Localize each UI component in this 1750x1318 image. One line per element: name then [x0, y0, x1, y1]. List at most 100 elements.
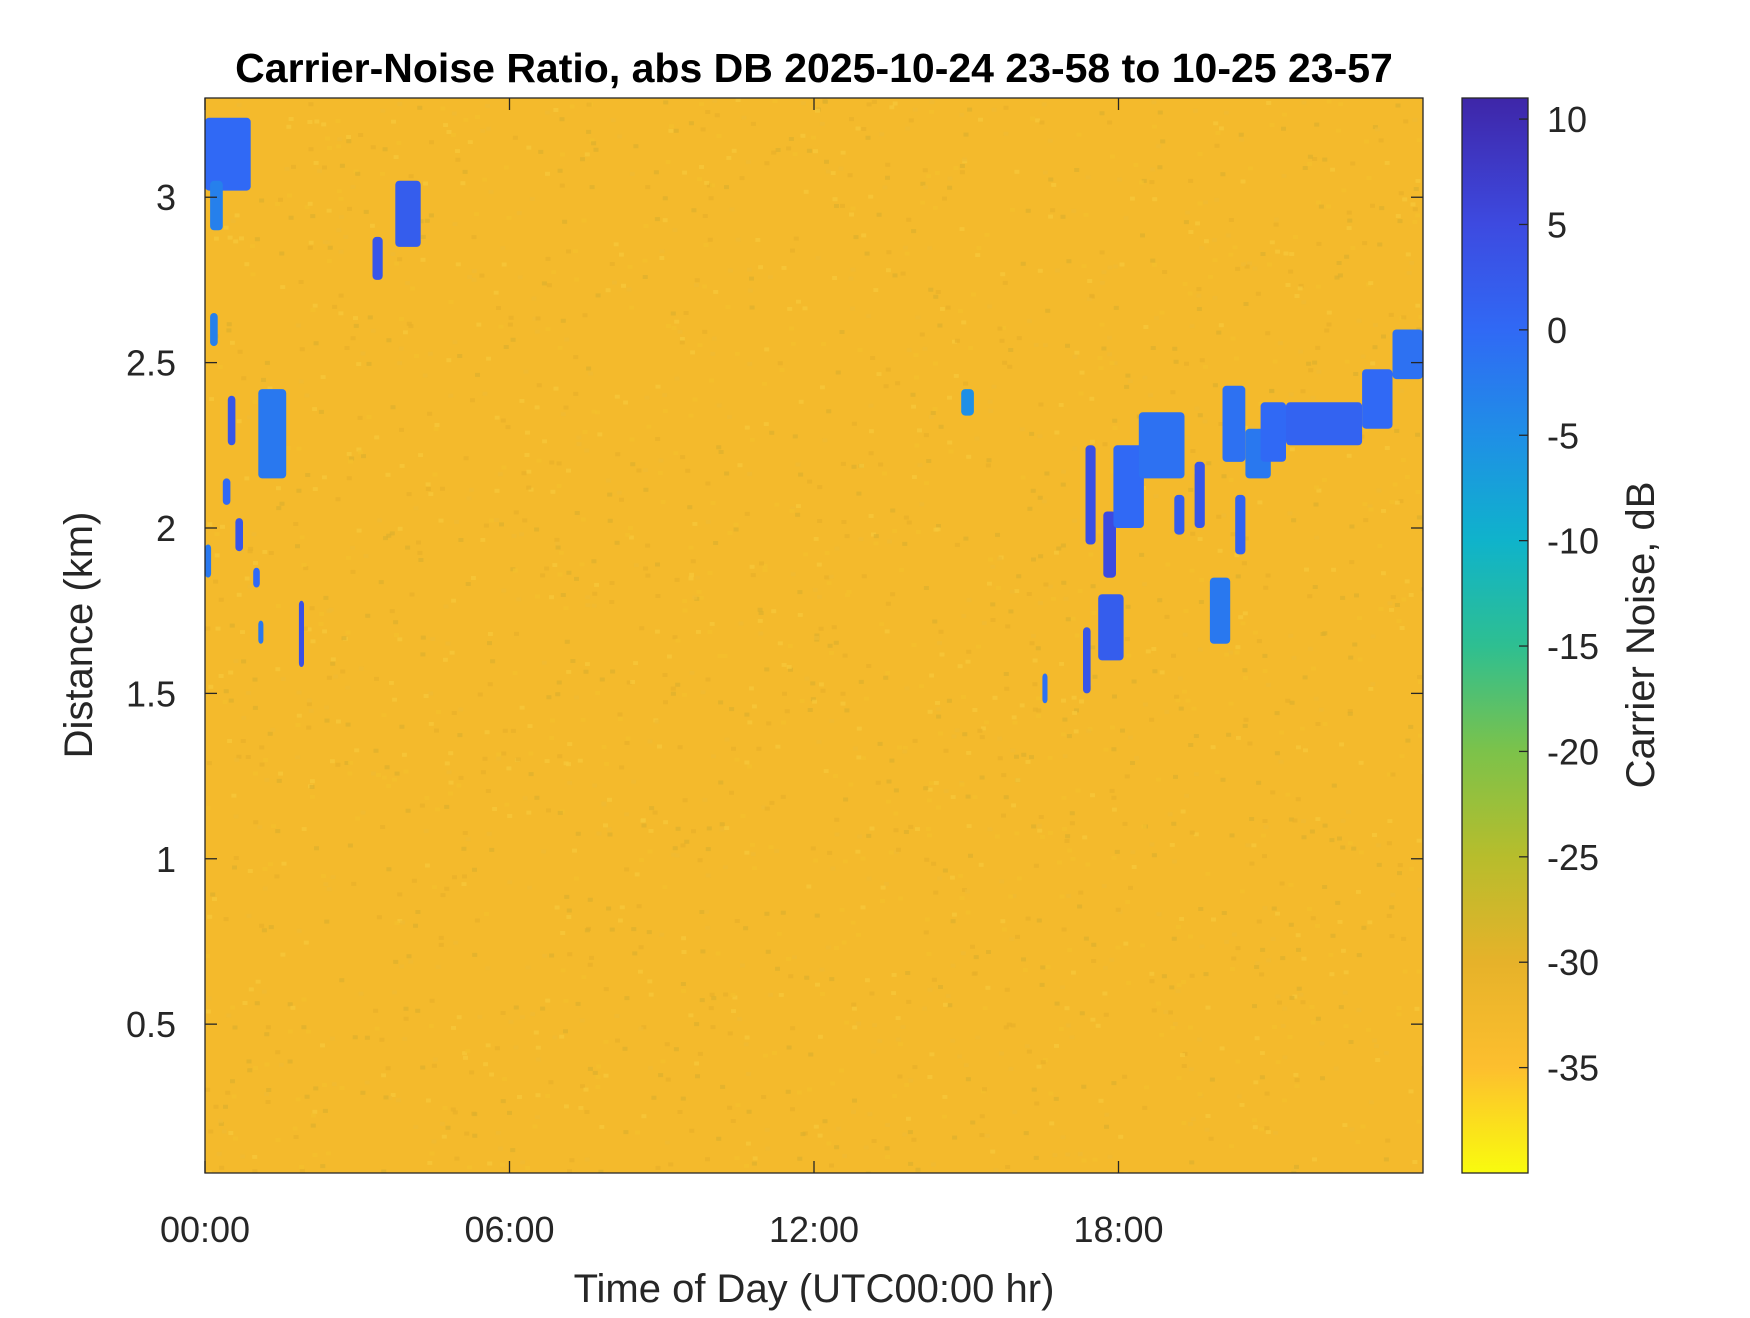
noise-speck [1143, 325, 1149, 329]
noise-speck [987, 399, 993, 404]
noise-speck [1065, 834, 1071, 839]
noise-speck [535, 1057, 541, 1062]
noise-speck [1220, 777, 1226, 782]
noise-speck [514, 631, 519, 636]
noise-speck [363, 209, 369, 214]
noise-speck [549, 595, 554, 600]
noise-speck [1295, 745, 1301, 750]
noise-speck [433, 427, 439, 431]
noise-speck [911, 475, 917, 480]
noise-speck [394, 632, 399, 637]
noise-speck [929, 1052, 935, 1057]
noise-speck [1183, 220, 1189, 225]
noise-speck [606, 906, 612, 911]
noise-speck [1377, 544, 1383, 548]
noise-speck [1242, 723, 1248, 728]
noise-speck [1288, 392, 1294, 397]
noise-speck [1249, 861, 1255, 866]
noise-speck [839, 330, 845, 334]
noise-speck [776, 931, 782, 936]
noise-speck [905, 126, 911, 131]
noise-speck [428, 721, 434, 726]
noise-speck [560, 412, 566, 417]
noise-speck [1033, 1155, 1039, 1160]
noise-speck [718, 450, 724, 454]
noise-speck [430, 637, 436, 642]
noise-speck [461, 882, 467, 887]
colorbar-tick-label: 5 [1547, 204, 1567, 245]
noise-speck [790, 248, 795, 253]
noise-speck [790, 1107, 795, 1112]
noise-speck [1318, 204, 1324, 209]
noise-speck [951, 912, 957, 917]
noise-speck [1314, 122, 1320, 127]
noise-speck [584, 1157, 590, 1162]
noise-speck [621, 283, 626, 288]
noise-speck [986, 581, 992, 586]
noise-speck [312, 407, 318, 412]
noise-speck [1082, 835, 1088, 840]
noise-speck [573, 391, 579, 396]
noise-speck [1354, 593, 1359, 598]
noise-speck [756, 746, 762, 751]
noise-speck [1415, 489, 1421, 494]
noise-speck [945, 994, 951, 999]
noise-speck [569, 1158, 575, 1163]
noise-speck [1036, 714, 1042, 719]
noise-speck [705, 677, 711, 682]
noise-speck [1020, 475, 1026, 480]
noise-speck [438, 935, 444, 940]
noise-speck [1142, 1105, 1148, 1110]
noise-speck [225, 1090, 231, 1095]
noise-speck [506, 766, 512, 771]
noise-speck [813, 858, 819, 863]
noise-speck [815, 256, 821, 260]
noise-speck [370, 328, 376, 333]
noise-speck [1156, 144, 1162, 149]
noise-speck [886, 779, 892, 784]
noise-speck [361, 454, 366, 459]
noise-speck [292, 1126, 298, 1131]
noise-speck [1193, 772, 1199, 777]
noise-speck [1003, 672, 1009, 676]
noise-speck [223, 689, 229, 694]
noise-speck [1020, 261, 1026, 266]
noise-speck [1168, 1010, 1173, 1015]
noise-speck [1102, 965, 1108, 970]
noise-speck [1270, 937, 1276, 941]
noise-speck [1073, 729, 1079, 734]
noise-speck [500, 1011, 506, 1015]
noise-speck [263, 757, 269, 762]
noise-speck [456, 1015, 462, 1020]
noise-speck [1285, 792, 1291, 797]
noise-speck [1312, 157, 1318, 161]
noise-speck [839, 907, 845, 912]
noise-speck [1023, 1131, 1029, 1136]
noise-speck [563, 998, 569, 1003]
noise-speck [250, 272, 256, 277]
noise-speck [682, 170, 688, 175]
noise-speck [320, 1043, 325, 1048]
noise-speck [1295, 933, 1301, 938]
noise-speck [789, 508, 795, 513]
noise-speck [1300, 389, 1306, 394]
noise-speck [1390, 892, 1396, 897]
noise-speck [691, 208, 697, 213]
noise-speck [1362, 241, 1368, 246]
noise-speck [1037, 828, 1043, 833]
noise-speck [1075, 788, 1081, 793]
noise-speck [628, 535, 634, 540]
noise-speck [498, 324, 504, 329]
noise-speck [511, 534, 517, 538]
noise-speck [1303, 748, 1308, 753]
noise-speck [918, 684, 924, 689]
noise-speck [766, 721, 772, 726]
noise-speck [393, 155, 399, 160]
noise-speck [787, 306, 793, 311]
noise-speck [526, 145, 532, 150]
noise-speck [883, 882, 889, 886]
noise-speck [919, 502, 925, 507]
noise-speck [1242, 668, 1248, 673]
noise-speck [1275, 249, 1281, 254]
noise-speck [768, 845, 774, 850]
